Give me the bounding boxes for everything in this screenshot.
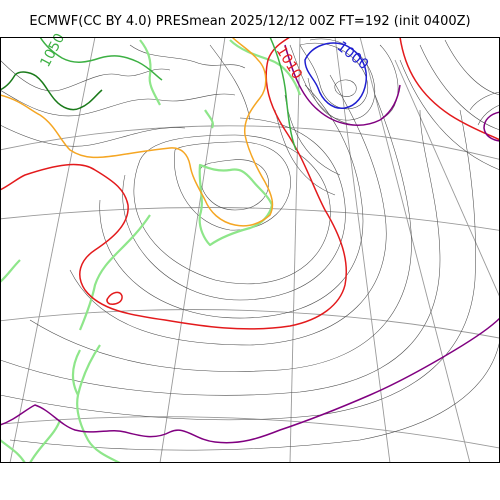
isobar-purple-north bbox=[284, 44, 401, 126]
isobar-1000 bbox=[304, 42, 368, 109]
isobar-dark-green bbox=[0, 71, 103, 111]
graticule-meridians bbox=[9, 37, 500, 463]
isobar-label-1050: 1050 bbox=[37, 31, 68, 70]
map-title: ECMWF(CC BY 4.0) PRESmean 2025/12/12 00Z… bbox=[29, 14, 471, 29]
isobar-orange bbox=[0, 37, 274, 227]
isobar-green-1050 bbox=[39, 37, 163, 81]
map-frame bbox=[0, 37, 500, 463]
isobar-green-east bbox=[269, 37, 297, 151]
isobar-red bbox=[0, 37, 348, 330]
isobar-purple-east bbox=[483, 111, 500, 142]
isobar-purple-low bbox=[0, 317, 500, 444]
graticule-latitudes bbox=[0, 125, 500, 449]
isobar-red-small bbox=[106, 291, 123, 305]
